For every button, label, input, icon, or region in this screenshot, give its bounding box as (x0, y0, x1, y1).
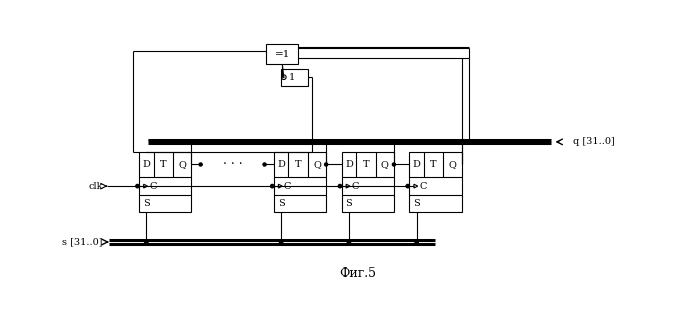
Bar (341, 152, 394, 212)
Text: s [31..0]: s [31..0] (62, 237, 103, 246)
Text: clk: clk (89, 182, 103, 191)
Circle shape (347, 240, 350, 244)
Text: D: D (277, 160, 285, 169)
Bar (281, 69, 308, 86)
Text: C: C (284, 182, 291, 191)
Circle shape (325, 140, 328, 144)
Circle shape (392, 140, 396, 144)
Circle shape (325, 163, 327, 166)
Circle shape (279, 240, 283, 244)
Bar (274, 152, 326, 212)
Circle shape (460, 140, 463, 144)
Text: Q: Q (178, 160, 186, 169)
Circle shape (199, 163, 202, 166)
Text: T: T (295, 160, 302, 169)
Text: q [31..0]: q [31..0] (572, 137, 614, 146)
Text: D: D (413, 160, 421, 169)
Circle shape (460, 140, 463, 144)
Circle shape (392, 163, 396, 166)
Bar (266, 44, 299, 64)
Text: C: C (149, 182, 156, 191)
Circle shape (406, 185, 410, 188)
Text: S: S (143, 199, 150, 208)
Bar (409, 152, 461, 212)
Text: T: T (160, 160, 167, 169)
Text: T: T (431, 160, 437, 169)
Circle shape (468, 140, 471, 144)
Text: Q: Q (313, 160, 321, 169)
Text: S: S (346, 199, 352, 208)
Circle shape (339, 185, 342, 188)
Text: Q: Q (381, 160, 389, 169)
Text: T: T (362, 160, 369, 169)
Text: Q: Q (449, 160, 456, 169)
Text: C: C (352, 182, 359, 191)
Circle shape (189, 140, 193, 144)
Text: · · ·: · · · (223, 158, 242, 171)
Text: =1: =1 (274, 50, 290, 58)
Circle shape (144, 240, 148, 244)
Text: D: D (142, 160, 150, 169)
Circle shape (136, 185, 139, 188)
Text: D: D (345, 160, 352, 169)
Text: 1: 1 (289, 73, 295, 82)
Text: C: C (419, 182, 427, 191)
Bar (139, 152, 191, 212)
Text: S: S (278, 199, 285, 208)
Text: S: S (413, 199, 420, 208)
Circle shape (271, 185, 274, 188)
Circle shape (263, 163, 266, 166)
Circle shape (415, 240, 418, 244)
Text: Фиг.5: Фиг.5 (339, 267, 376, 280)
